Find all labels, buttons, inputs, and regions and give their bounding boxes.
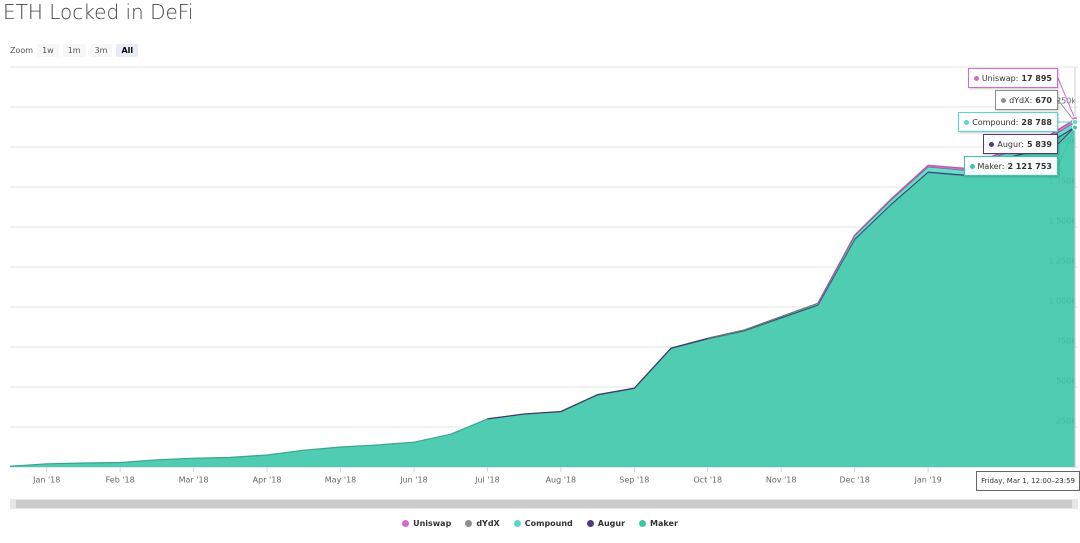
x-tick-label: Dec '18	[839, 476, 869, 485]
tooltip-series: Maker	[978, 162, 1005, 171]
area	[487, 126, 1075, 420]
tooltip-value: 670	[1035, 95, 1052, 105]
tooltip-value: 28 788	[1021, 117, 1052, 127]
legend-item[interactable]: Compound	[513, 519, 573, 528]
x-tick-label: Aug '18	[546, 476, 577, 485]
zoom-bar: Zoom 1w 1m 3m All	[10, 44, 139, 57]
x-tick-label: Apr '18	[253, 476, 282, 485]
tooltip: Compound28 788	[958, 112, 1058, 132]
tooltip-dot	[1001, 97, 1007, 103]
zoom-button[interactable]: All	[116, 44, 139, 57]
zoom-button[interactable]: 1w	[37, 44, 59, 57]
legend-item[interactable]: Maker	[639, 519, 678, 528]
legend-item[interactable]: Uniswap	[402, 519, 451, 528]
tooltip-connector	[1057, 126, 1076, 145]
tooltip-dot	[973, 75, 979, 81]
tooltip-dot	[964, 119, 970, 125]
legend-label: Augur	[597, 519, 626, 528]
tooltip-series: Augur	[997, 140, 1024, 149]
tooltip-dot	[969, 163, 975, 169]
tooltip-date: Friday, Mar 1, 12:00–23:59	[976, 471, 1080, 491]
legend-swatch	[513, 520, 521, 527]
tooltip-series: Compound	[972, 118, 1018, 127]
tooltip-value: 5 839	[1026, 139, 1052, 149]
hover-marker	[1072, 124, 1078, 131]
tooltip: Maker2 121 753	[963, 156, 1058, 176]
x-tick-label: Mar '18	[179, 476, 209, 485]
x-tick-label: Feb '18	[106, 476, 135, 485]
legend-swatch	[586, 520, 594, 527]
tooltip: dYdX670	[995, 90, 1058, 110]
tooltip: Augur5 839	[983, 134, 1058, 154]
zoom-button[interactable]: 1m	[62, 44, 86, 57]
legend-item[interactable]: Augur	[586, 519, 626, 528]
tooltip-value: 2 121 753	[1007, 161, 1052, 171]
legend-item[interactable]: dYdX	[465, 519, 500, 528]
legend-label: Compound	[524, 519, 573, 528]
x-tick-label: Jan '18	[32, 476, 60, 485]
tooltip-connector	[1057, 99, 1076, 123]
legend-label: Maker	[650, 519, 678, 528]
legend-swatch	[639, 520, 647, 527]
x-tick-label: Jan '19	[913, 476, 941, 485]
tooltip: Uniswap17 895	[967, 68, 1058, 88]
x-tick-label: Oct '18	[693, 476, 722, 485]
legend-swatch	[465, 520, 473, 527]
legend-swatch	[402, 520, 410, 527]
tooltip-connector	[1057, 127, 1076, 167]
x-tick-label: Jun '18	[399, 476, 427, 485]
x-tick-label: Sep '18	[619, 476, 649, 485]
area	[10, 127, 1075, 467]
y-tick-label: 2 250k	[1048, 97, 1076, 106]
tooltip-dot	[989, 141, 995, 147]
legend: Uniswap dYdX Compound Augur Maker	[0, 519, 1080, 528]
x-tick-label: Nov '18	[766, 476, 797, 485]
legend-label: Uniswap	[413, 519, 452, 528]
zoom-label: Zoom	[10, 46, 34, 55]
tooltip-connector	[1057, 77, 1076, 120]
x-tick-label: Jul '18	[474, 476, 500, 485]
x-tick-label: May '18	[325, 476, 356, 485]
zoom-button[interactable]: 3m	[89, 44, 113, 57]
chart-title: ETH Locked in DeFi	[3, 0, 194, 24]
tooltip-series: Uniswap	[982, 74, 1019, 83]
legend-label: dYdX	[476, 519, 500, 528]
tooltip-value: 17 895	[1021, 73, 1052, 83]
scrollbar-thumb[interactable]	[16, 500, 1072, 508]
tooltip-series: dYdX	[1009, 96, 1032, 105]
